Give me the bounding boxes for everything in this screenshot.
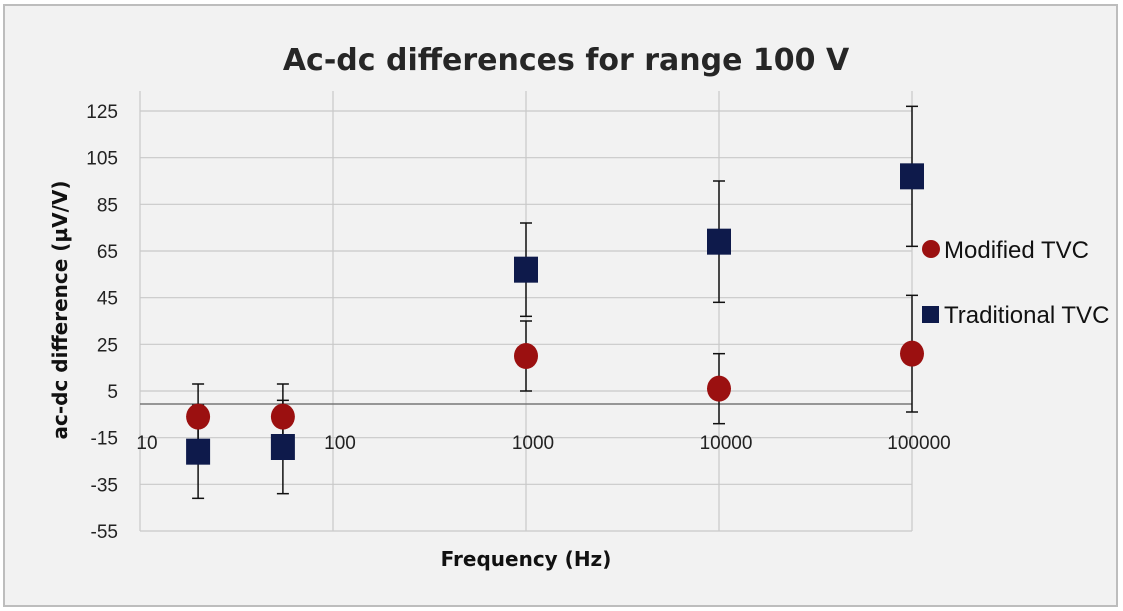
x-tick-label: 100000 (887, 433, 950, 454)
legend: Modified TVC Traditional TVC (922, 237, 1109, 329)
x-tick-label: 10 (136, 433, 157, 454)
point-modified-tvc (707, 375, 731, 402)
chart-title: Ac-dc differences for range 100 V (283, 43, 850, 78)
point-traditional-tvc (186, 438, 211, 465)
point-traditional-tvc (900, 163, 924, 190)
point-modified-tvc (186, 403, 211, 430)
y-tick-label: 45 (97, 289, 118, 310)
x-tick-label: 1000 (512, 433, 554, 454)
point-traditional-tvc (514, 256, 538, 283)
legend-marker-traditional (922, 306, 939, 323)
y-tick-label: 105 (86, 149, 118, 170)
data-markers (186, 163, 924, 465)
y-tick-label: 85 (97, 195, 118, 216)
y-tick-label: -35 (91, 475, 118, 496)
point-traditional-tvc (707, 228, 731, 255)
tick-labels: 125 105 85 65 45 25 5 -15 -35 -55 10 100 1000 10000 10… (86, 102, 950, 543)
y-axis-title: ac-dc difference (µV/V) (48, 180, 72, 439)
y-tick-label: 25 (97, 335, 118, 356)
chart-area-background (3, 4, 1118, 607)
point-modified-tvc (270, 403, 295, 430)
legend-label-traditional: Traditional TVC (944, 302, 1109, 329)
point-modified-tvc (900, 340, 924, 367)
x-tick-label: 10000 (700, 433, 753, 454)
point-modified-tvc (514, 343, 538, 369)
y-tick-label: 65 (97, 242, 118, 263)
y-tick-label: 5 (107, 382, 118, 403)
point-traditional-tvc (270, 434, 295, 460)
y-tick-label: -15 (91, 429, 118, 450)
legend-marker-modified (922, 240, 940, 258)
x-axis-title: Frequency (Hz) (441, 547, 612, 571)
x-tick-label: 100 (324, 433, 356, 454)
y-tick-label: -55 (91, 522, 118, 543)
legend-label-modified: Modified TVC (944, 237, 1089, 264)
y-tick-label: 125 (86, 102, 118, 123)
